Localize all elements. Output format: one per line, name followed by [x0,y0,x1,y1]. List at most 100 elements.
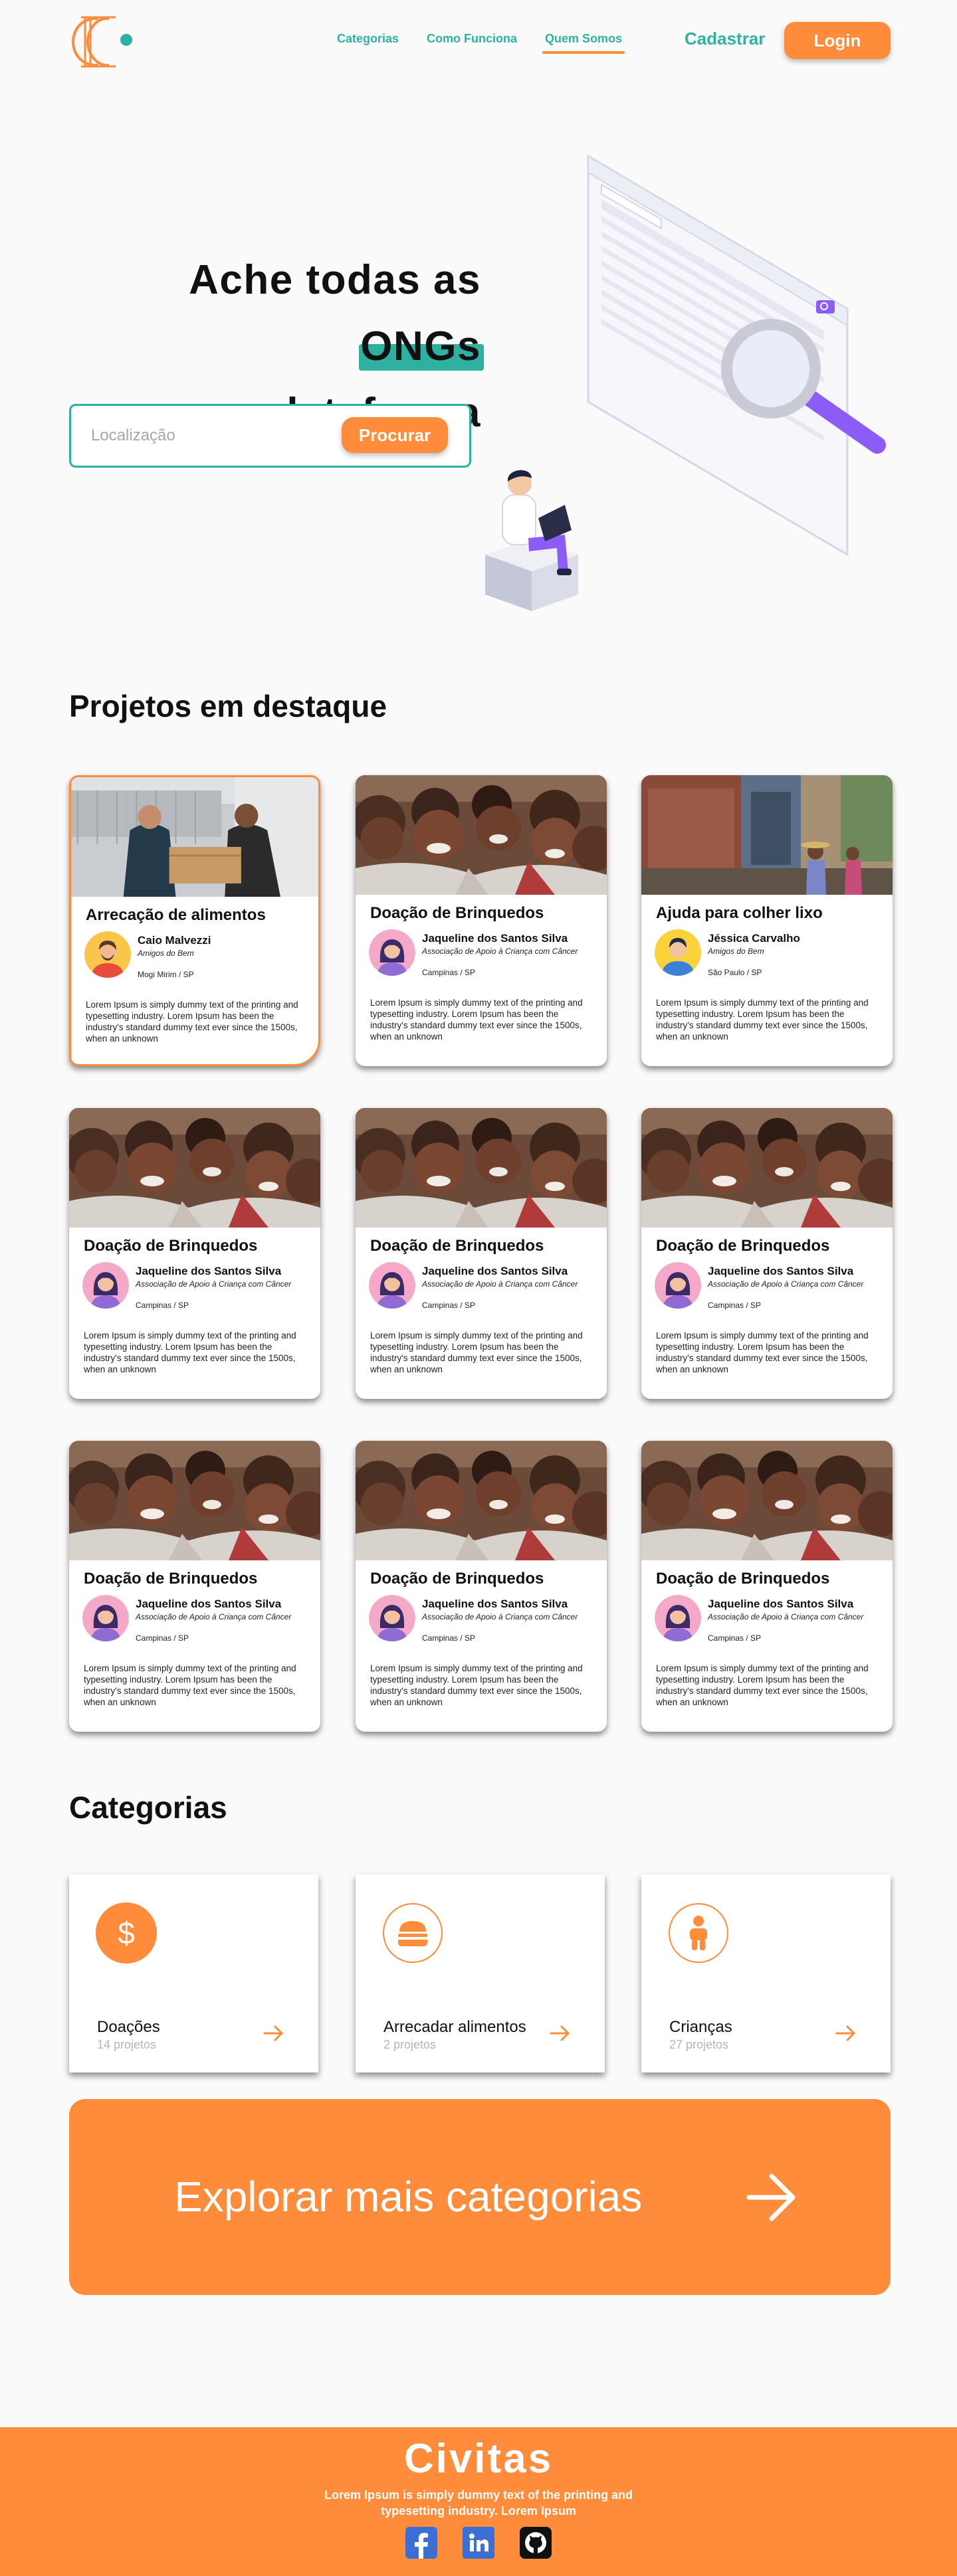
nav-quem-somos[interactable]: Quem Somos [542,32,625,54]
project-card[interactable]: Doação de Brinquedos Jaqueline dos Santos… [69,1441,320,1732]
category-count: 14 projetos [97,2038,157,2051]
arrow-right-icon[interactable] [834,2023,858,2043]
dollar-icon: $ [96,1902,157,1964]
project-location: Mogi Mirim / SP [138,970,194,979]
project-org: Associação de Apoio à Criança com Câncer [422,1279,578,1289]
project-author: Jaqueline dos Santos Silva [708,1265,854,1277]
female-avatar-pink [369,1595,415,1641]
food-donation-photo [71,777,318,897]
categories-section-title: Categorias [69,1790,227,1825]
project-title: Ajuda para colher lixo [656,904,823,922]
category-count: 27 projetos [669,2038,729,2051]
project-author: Jaqueline dos Santos Silva [708,1598,854,1610]
footer-brand: Civitas [403,2436,554,2482]
projects-title-rest: em destaque [191,689,387,723]
project-description: Lorem Ipsum is simply dummy text of the … [84,1331,296,1374]
footer-tagline: Lorem Ipsum is simply dummy text of the … [324,2488,633,2518]
project-author: Jaqueline dos Santos Silva [422,1265,568,1277]
project-author: Caio Malvezzi [138,934,211,947]
project-org: Associação de Apoio à Criança com Câncer [708,1279,864,1289]
project-title: Arrecação de alimentos [86,906,266,924]
project-org: Associação de Apoio à Criança com Câncer [136,1279,292,1289]
children-photo [356,1441,607,1560]
person-laptop-illustration [485,470,578,611]
project-location: Campinas / SP [422,1633,476,1643]
project-location: Campinas / SP [422,968,476,977]
facebook-icon[interactable] [405,2527,437,2559]
project-title: Doação de Brinquedos [84,1570,258,1588]
project-card[interactable]: Doação de Brinquedos Jaqueline dos Santos… [356,1441,607,1732]
linkedin-icon[interactable] [463,2527,494,2559]
location-search: Procurar [69,404,471,468]
project-org: Associação de Apoio à Criança com Câncer [708,1612,864,1621]
svg-text:$: $ [118,1916,135,1950]
hero-title-prefix: Ache todas as [189,257,481,303]
project-location: Campinas / SP [708,1633,762,1643]
project-card[interactable]: Doação de Brinquedos Jaqueline dos Santos… [641,1441,893,1732]
street-photo [641,775,893,895]
project-author: Jaqueline dos Santos Silva [422,1598,568,1610]
female-avatar-pink [369,1262,415,1309]
project-card[interactable]: Arrecação de alimentos Caio Malvezzi Amigo… [69,775,320,1066]
children-photo [356,775,607,895]
category-card-doacoes[interactable]: $ Doações 14 projetos [69,1875,318,2072]
burger-icon [383,1903,443,1963]
category-card-criancas[interactable]: Crianças 27 projetos [641,1875,891,2072]
project-description: Lorem Ipsum is simply dummy text of the … [86,1000,298,1044]
project-title: Doação de Brinquedos [370,1237,544,1255]
category-name: Arrecadar alimentos [383,2018,526,2036]
category-name: Doações [97,2018,160,2036]
cadastrar-button[interactable]: Cadastrar [685,29,766,48]
hero-illustration [485,154,886,611]
project-description: Lorem Ipsum is simply dummy text of the … [370,1663,583,1707]
category-count: 2 projetos [383,2038,437,2051]
children-photo [69,1441,320,1560]
project-title: Doação de Brinquedos [656,1237,830,1255]
female-avatar-pink [82,1262,129,1309]
child-icon [669,1903,728,1963]
project-card[interactable]: Doação de Brinquedos Jaqueline dos Santos… [356,775,607,1066]
project-location: São Paulo / SP [708,968,762,977]
magnifier-illustration [721,319,886,454]
project-org: Associação de Apoio à Criança com Câncer [422,947,578,956]
arrow-right-icon [746,2173,796,2221]
project-card[interactable]: Doação de Brinquedos Jaqueline dos Santos… [356,1108,607,1399]
project-org: Associação de Apoio à Criança com Câncer [136,1612,292,1621]
male-avatar-yellow [84,931,131,978]
project-card[interactable]: Doação de Brinquedos Jaqueline dos Santos… [69,1108,320,1399]
project-card[interactable]: Ajuda para colher lixo Jéssica Carvalho Am… [641,775,893,1066]
project-description: Lorem Ipsum is simply dummy text of the … [656,1331,869,1374]
female-avatar-pink [82,1595,129,1641]
project-description: Lorem Ipsum is simply dummy text of the … [656,998,869,1042]
project-org: Amigos do Bem [138,949,194,958]
hero-title-highlight: ONGs [359,314,484,380]
category-card-alimentos[interactable]: Arrecadar alimentos 2 projetos [356,1875,605,2072]
github-icon[interactable] [520,2527,552,2559]
project-author: Jéssica Carvalho [708,932,800,945]
location-input[interactable] [91,422,330,449]
nav-como-funciona[interactable]: Como Funciona [427,32,518,45]
project-title: Doação de Brinquedos [84,1237,258,1255]
arrow-right-icon[interactable] [548,2023,572,2043]
project-description: Lorem Ipsum is simply dummy text of the … [84,1663,296,1707]
project-title: Doação de Brinquedos [370,1570,544,1588]
female-avatar-pink [369,929,415,976]
site-header: Categorias Como Funciona Quem Somos Cada… [0,0,957,86]
arrow-right-icon[interactable] [262,2023,286,2043]
project-card[interactable]: Doação de Brinquedos Jaqueline dos Santos… [641,1108,893,1399]
nav-categorias[interactable]: Categorias [337,32,399,45]
project-title: Doação de Brinquedos [370,904,544,922]
project-author: Jaqueline dos Santos Silva [136,1598,282,1610]
explore-categories-button[interactable]: Explorar mais categorias [69,2099,891,2295]
login-button[interactable]: Login [784,22,891,59]
children-photo [69,1108,320,1228]
project-description: Lorem Ipsum is simply dummy text of the … [656,1663,869,1707]
project-title: Doação de Brinquedos [656,1570,830,1588]
search-button[interactable]: Procurar [342,417,448,453]
site-footer: Civitas Lorem Ipsum is simply dummy text… [0,2427,957,2576]
project-location: Campinas / SP [422,1301,476,1310]
projects-title-bold: Projetos [69,689,192,723]
project-org: Associação de Apoio à Criança com Câncer [422,1612,578,1621]
civitas-logo-icon[interactable] [69,12,136,72]
children-photo [641,1441,893,1560]
